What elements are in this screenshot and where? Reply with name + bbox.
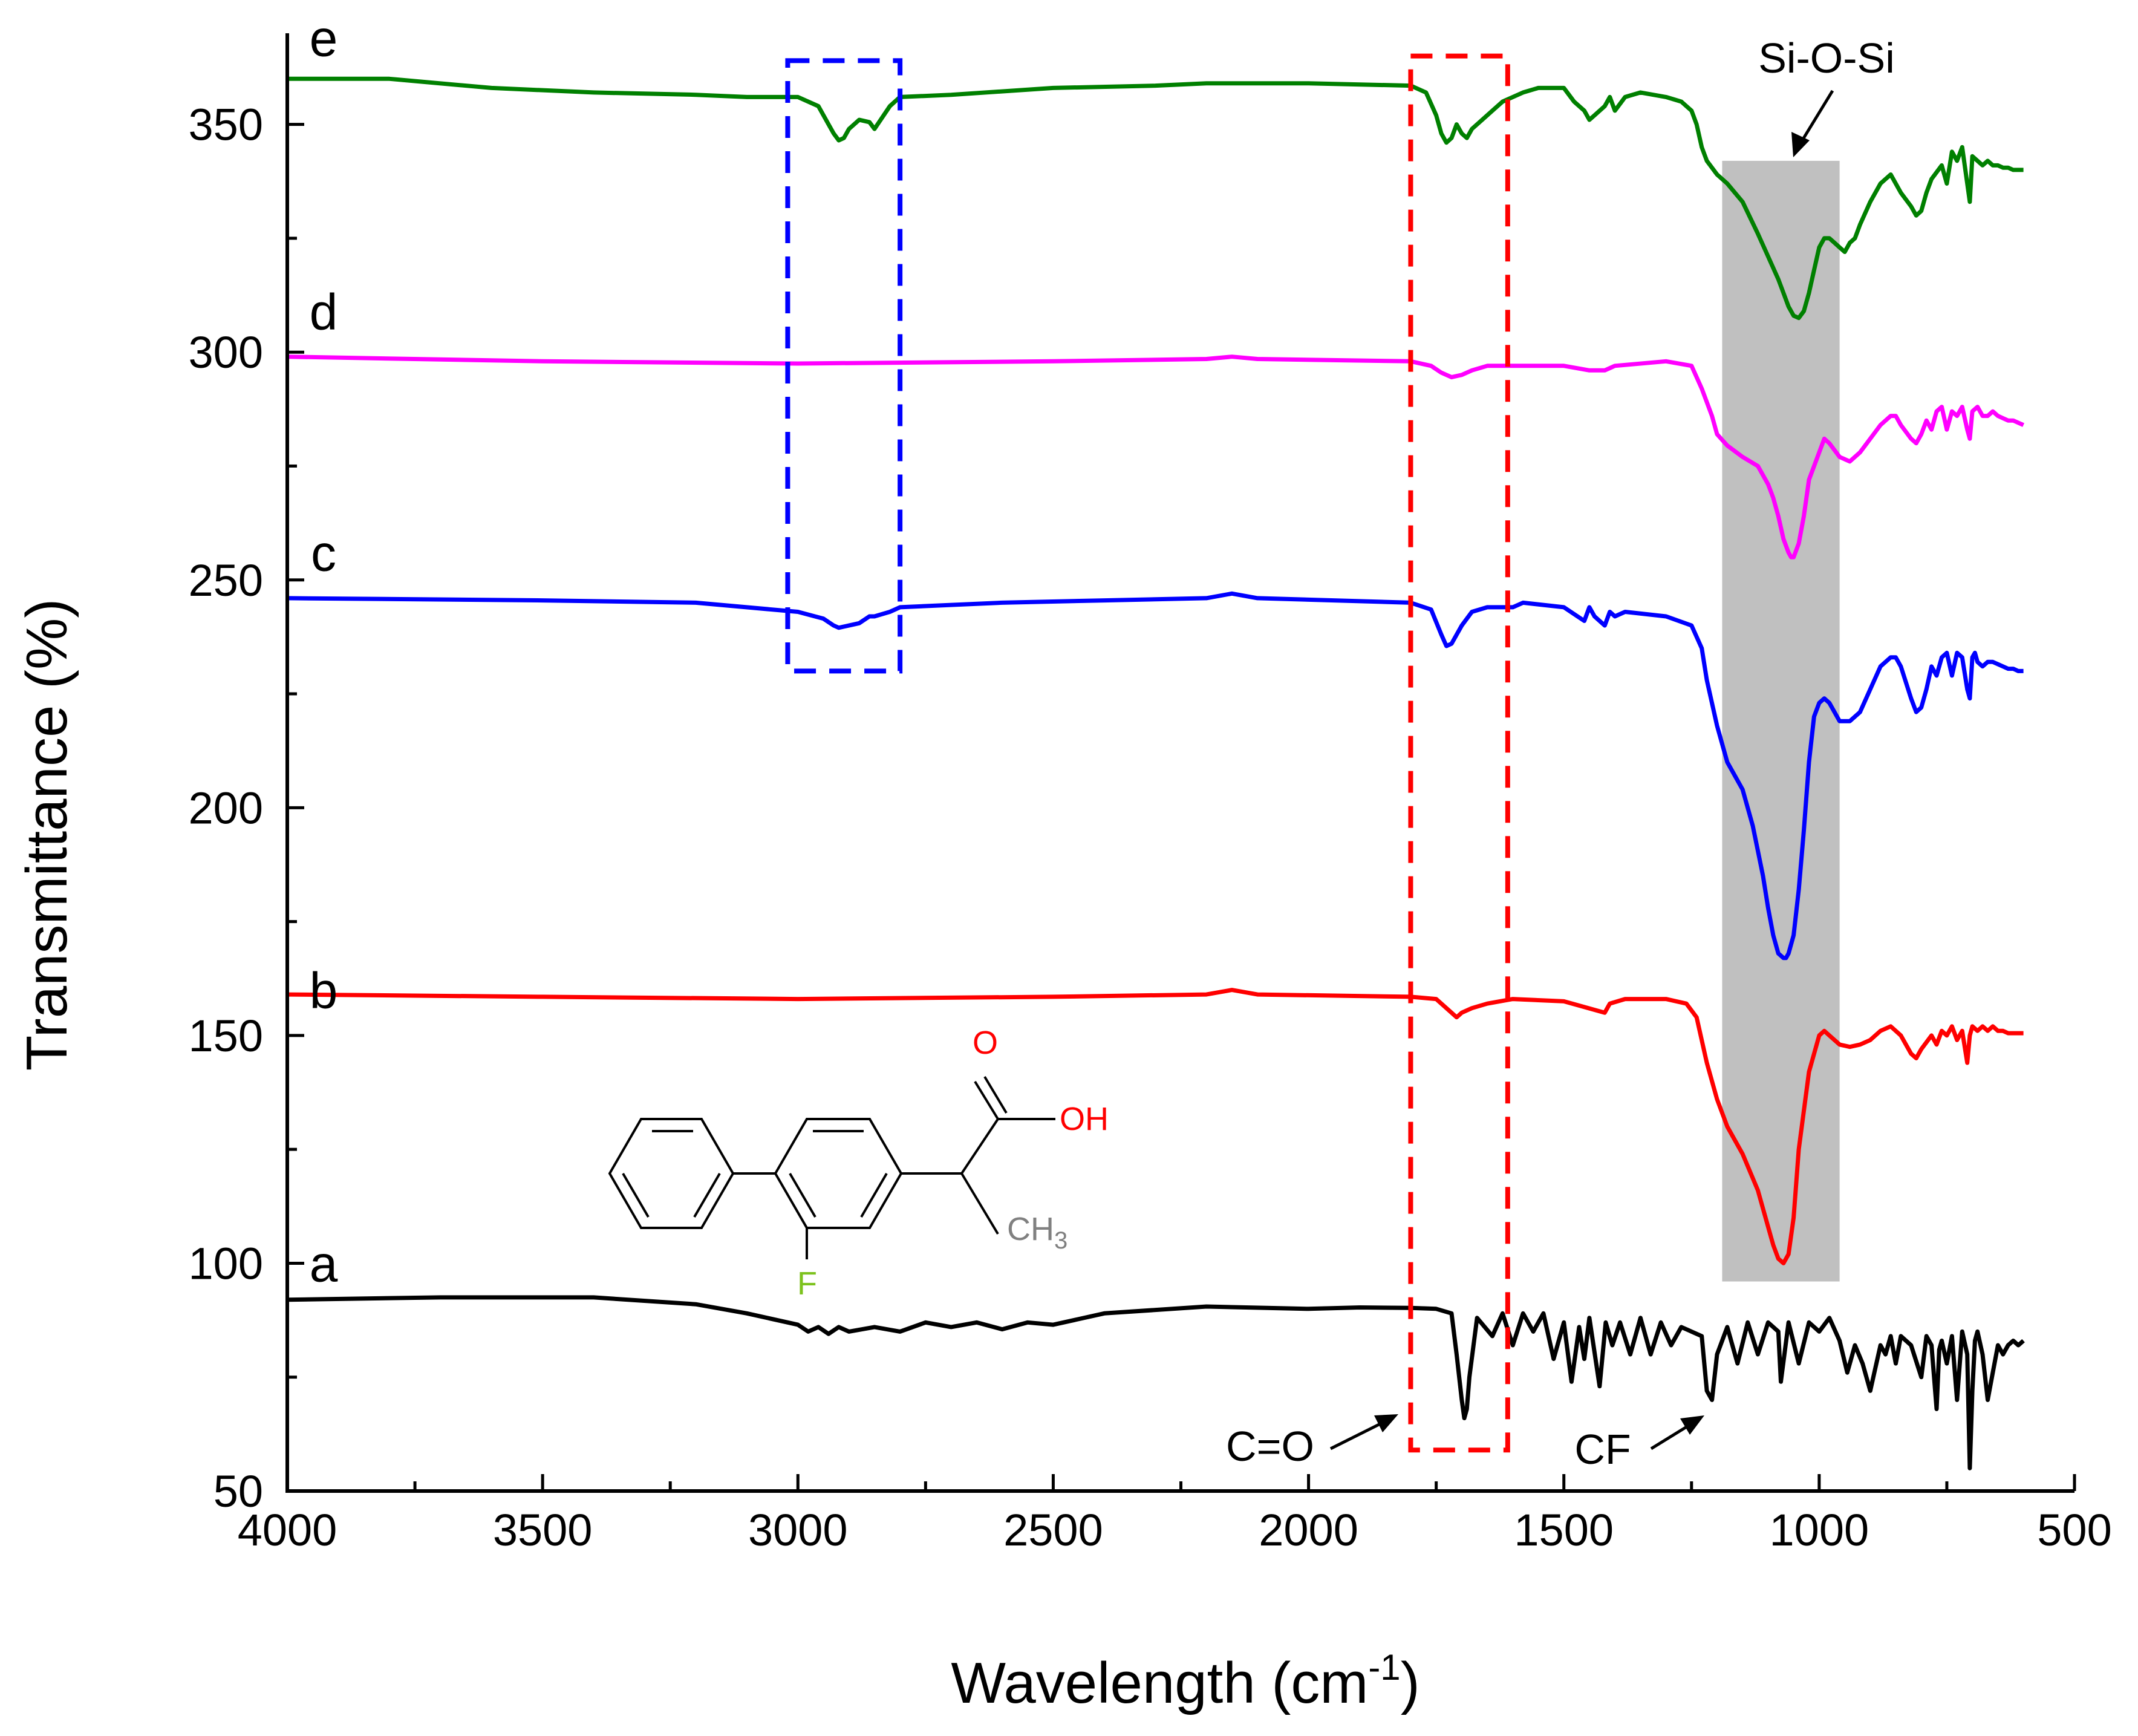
x-axis-title: Wavelength (cm-1)	[951, 1647, 1419, 1715]
series-line-b	[287, 988, 2024, 1265]
x-tick-label-2500: 2500	[1003, 1505, 1103, 1555]
curve-label-c: c	[311, 525, 336, 582]
x-tick-label-2000: 2000	[1259, 1505, 1358, 1555]
chem-oxygen-label: O	[973, 1025, 998, 1061]
series-line-a	[287, 1295, 2025, 1470]
c-eq-o-label: C=O	[1226, 1423, 1314, 1470]
y-tick-label-100: 100	[189, 1238, 263, 1288]
cf-arrowhead	[1680, 1415, 1704, 1435]
carbonyl-dashed-box	[1408, 53, 1510, 1453]
c-eq-o-arrowhead	[1374, 1414, 1398, 1432]
series-line-e	[287, 76, 2024, 321]
c-eq-o-arrow	[1329, 1420, 1386, 1450]
si-o-si-label: Si-O-Si	[1758, 34, 1895, 82]
chem-methyl-label: CH3	[1007, 1211, 1067, 1254]
y-axis-ticks: 50 100 150 200 250 300 350	[189, 100, 304, 1516]
chem-hydroxyl-label: OH	[1060, 1101, 1109, 1137]
cf-arrow	[1650, 1423, 1692, 1450]
si-o-si-arrow	[1797, 90, 1834, 146]
y-tick-label-150: 150	[189, 1011, 263, 1061]
curve-label-b: b	[310, 962, 338, 1019]
y-tick-label-200: 200	[189, 783, 263, 833]
x-tick-label-500: 500	[2037, 1505, 2111, 1555]
y-axis-title: Transmittance (%)	[15, 599, 79, 1071]
y-tick-label-350: 350	[189, 100, 263, 150]
y-tick-label-250: 250	[189, 555, 263, 605]
curve-label-d: d	[310, 283, 338, 340]
curve-label-e: e	[310, 10, 338, 67]
y-tick-label-50: 50	[213, 1466, 263, 1516]
spectra-curves	[287, 76, 2025, 1470]
si-o-si-shaded-region	[1722, 160, 1840, 1282]
series-line-d	[287, 354, 2025, 560]
x-tick-label-3500: 3500	[493, 1505, 593, 1555]
flurbiprofen-structure-icon	[608, 1075, 1055, 1259]
x-tick-label-3000: 3000	[748, 1505, 848, 1555]
x-tick-label-1500: 1500	[1514, 1505, 1614, 1555]
y-tick-label-300: 300	[189, 327, 263, 377]
x-tick-label-1000: 1000	[1770, 1505, 1869, 1555]
curve-labels: a b c d e	[310, 10, 338, 1293]
x-axis-ticks: 4000 3500 3000 2500 2000 1500 1000 500	[238, 1474, 2112, 1555]
cf-label: CF	[1574, 1426, 1631, 1473]
series-line-c	[287, 591, 2024, 961]
curve-label-a: a	[310, 1235, 338, 1292]
c-h-stretch-dashed-box	[785, 58, 903, 674]
chem-fluorine-label: F	[797, 1265, 817, 1302]
si-o-si-arrowhead	[1791, 132, 1810, 157]
x-tick-label-4000: 4000	[238, 1505, 337, 1555]
